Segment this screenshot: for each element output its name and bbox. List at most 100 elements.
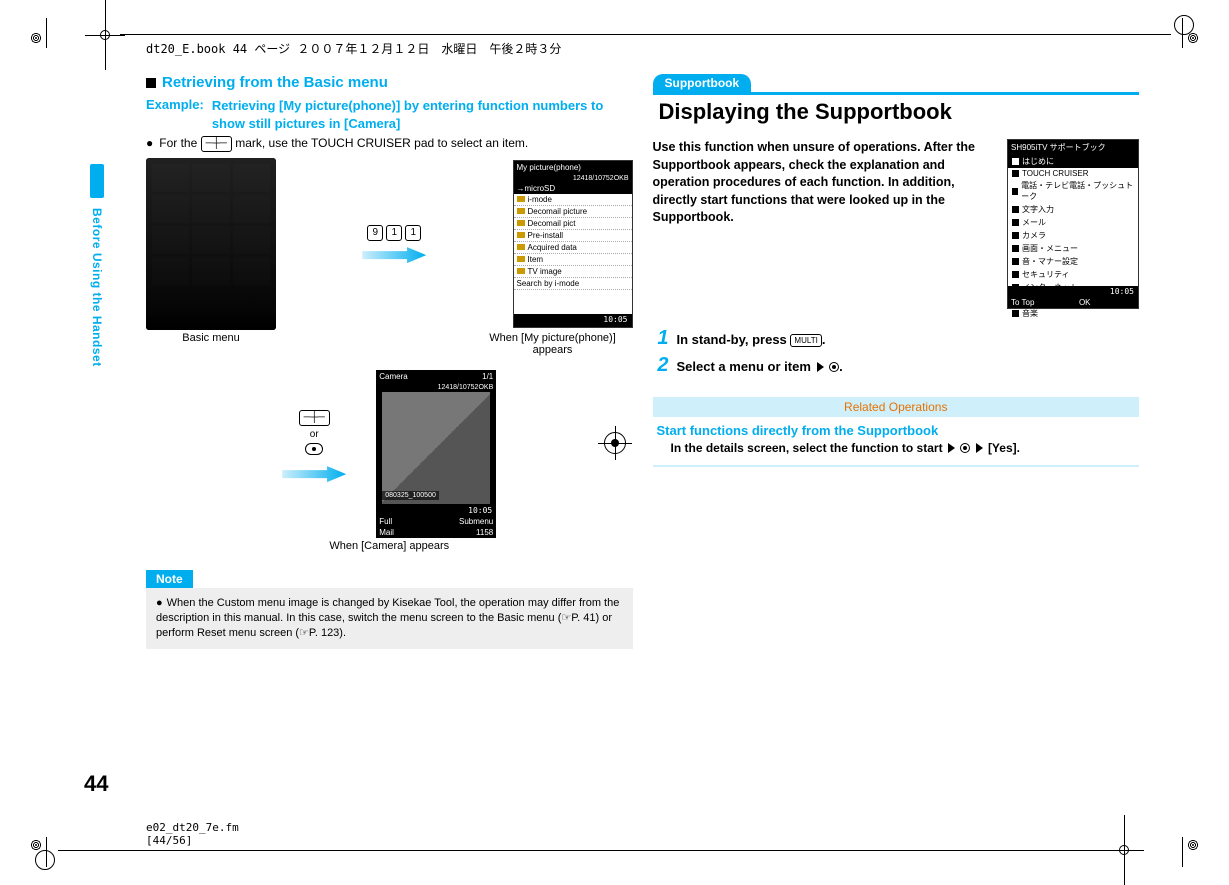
cam-picname: 080325_100500 — [382, 491, 439, 500]
related-sub: Start functions directly from the Suppor… — [653, 417, 1140, 440]
note-block: Note ●When the Custom menu image is chan… — [146, 570, 633, 649]
figure-row-2: ─┼─ or Camera 1/1 12418/10752OKB 080325_… — [146, 370, 633, 538]
reg-circle-bl — [35, 850, 55, 870]
caption-row-1: Basic menu When [My picture(phone)] appe… — [146, 332, 633, 356]
mypic-l5: Item — [528, 255, 544, 264]
cam-sub: 12418/10752OKB — [376, 383, 496, 392]
step-1-num: 1 — [653, 327, 669, 350]
step-2-text-b: . — [839, 359, 843, 374]
supportbook-screenshot: SH905iTV サポートブック はじめに TOUCH CRUISER 電話・テ… — [1007, 139, 1139, 309]
bullet-prefix: For the — [159, 136, 200, 150]
step-2-text-a: Select a menu or item — [677, 359, 811, 374]
sup-r3: メール — [1022, 217, 1046, 228]
cam-s2l: Mail — [379, 528, 394, 537]
caption-camera: When [Camera] appears — [146, 540, 633, 552]
right-lead-text: Use this function when unsure of operati… — [653, 139, 994, 309]
sup-clock: 10:05 — [1008, 286, 1138, 297]
rule-r2 — [1182, 837, 1183, 867]
supportbook-pill: Supportbook — [653, 74, 752, 92]
reg-circle-tr — [1174, 15, 1194, 35]
step-1: 1 In stand-by, press MULTI. — [653, 327, 1140, 350]
triangle-icon-2 — [948, 443, 955, 453]
cam-s1l: Full — [379, 517, 392, 526]
caption-mypicture: When [My picture(phone)] appears — [473, 332, 633, 356]
mypic-l2: Decomail pict — [528, 219, 576, 228]
or-label: or — [310, 429, 319, 440]
related-body-b: [Yes]. — [988, 441, 1020, 455]
footer-line1: e02_dt20_7e.fm — [146, 821, 239, 834]
bullet-suffix: mark, use the TOUCH CRUISER pad to selec… — [235, 136, 528, 150]
camera-screenshot: Camera 1/1 12418/10752OKB 080325_100500 … — [376, 370, 496, 538]
side-tab — [90, 164, 104, 198]
mypic-sub: 12418/10752OKB — [514, 174, 632, 183]
arrow-keyseq: 9 1 1 — [362, 225, 426, 263]
ok-dot-icon-2 — [960, 443, 970, 453]
sup-soft-m: OK — [1079, 298, 1091, 307]
header-meta: dt20_E.book 44 ページ ２００７年１２月１２日 水曜日 午後２時３… — [146, 40, 561, 57]
footer-line2: [44/56] — [146, 834, 239, 847]
sup-r4: カメラ — [1022, 230, 1046, 241]
right-title: Displaying the Supportbook — [653, 95, 1140, 131]
example-label: Example: — [146, 97, 204, 132]
related-title: Related Operations — [653, 397, 1140, 417]
key-1b: 1 — [405, 225, 421, 241]
crop-target-tl — [24, 26, 48, 50]
cam-clock: 10:05 — [376, 505, 496, 516]
sup-r2: 文字入力 — [1022, 204, 1054, 215]
sup-r1: 電話・テレビ電話・プッシュトーク — [1021, 180, 1134, 202]
related-operations: Related Operations Start functions direc… — [653, 397, 1140, 467]
sup-r10: 音楽 — [1022, 308, 1038, 319]
basic-menu-screenshot — [146, 158, 276, 330]
rule-top — [120, 34, 1171, 35]
triangle-icon — [817, 362, 824, 372]
page-number: 44 — [84, 771, 108, 797]
mypicture-screenshot: My picture(phone) 12418/10752OKB →microS… — [513, 160, 633, 328]
step-1-text-a: In stand-by, press — [677, 332, 791, 347]
sup-tl: SH905iTV サポートブック — [1011, 142, 1106, 153]
cam-title-l: Camera — [379, 372, 407, 381]
step-1-text-b: . — [822, 332, 826, 347]
mypic-l6: TV image — [528, 267, 562, 276]
or-keys: ─┼─ or — [282, 410, 346, 482]
note-bullet-icon: ● — [156, 597, 163, 609]
sup-soft-l: To Top — [1011, 298, 1034, 307]
mypic-title: My picture(phone) — [517, 163, 581, 172]
sup-r7: セキュリティ — [1022, 269, 1070, 280]
heading-square-icon — [146, 78, 156, 88]
sup-hl: はじめに — [1022, 156, 1054, 167]
step-2-num: 2 — [653, 354, 669, 377]
related-divider — [653, 465, 1140, 467]
bullet-icon: ● — [146, 136, 153, 150]
rule-l1 — [46, 18, 47, 48]
arrow-icon-2 — [282, 466, 346, 482]
ok-dot-icon — [829, 362, 839, 372]
footer-meta: e02_dt20_7e.fm [44/56] — [146, 821, 239, 847]
related-body: In the details screen, select the functi… — [653, 440, 1140, 465]
sup-r5: 画面・メニュー — [1022, 243, 1078, 254]
mypic-l0: i-mode — [528, 195, 552, 204]
note-text: When the Custom menu image is changed by… — [156, 597, 619, 639]
cam-title-r: 1/1 — [482, 372, 493, 381]
example-text: Retrieving [My picture(phone)] by enteri… — [212, 97, 633, 132]
sup-r6: 音・マナー設定 — [1022, 256, 1078, 267]
key-9: 9 — [367, 225, 383, 241]
left-column: Retrieving from the Basic menu Example: … — [146, 74, 633, 811]
mypic-hl: →microSD — [514, 183, 632, 194]
mypic-l4: Acquired data — [528, 243, 577, 252]
triangle-icon-3 — [976, 443, 983, 453]
mypic-l1: Decomail picture — [528, 207, 588, 216]
right-heading-block: Supportbook Displaying the Supportbook — [653, 74, 1140, 131]
camera-preview — [382, 392, 490, 504]
dpad-icon — [305, 443, 323, 455]
mypic-clock: 10:05 — [514, 314, 632, 325]
key-1a: 1 — [386, 225, 402, 241]
crop-target-br — [1181, 833, 1205, 857]
crop-cross-br — [1104, 815, 1144, 885]
right-lead-row: Use this function when unsure of operati… — [653, 139, 1140, 309]
crop-cross-tl — [85, 0, 125, 70]
figure-row-1: 9 1 1 My picture(phone) 12418/10752OKB →… — [146, 158, 633, 330]
rule-bottom — [58, 850, 1109, 851]
note-label: Note — [146, 570, 193, 588]
note-body: ●When the Custom menu image is changed b… — [146, 588, 633, 649]
touch-cruiser-key-icon: ─┼─ — [201, 136, 232, 152]
